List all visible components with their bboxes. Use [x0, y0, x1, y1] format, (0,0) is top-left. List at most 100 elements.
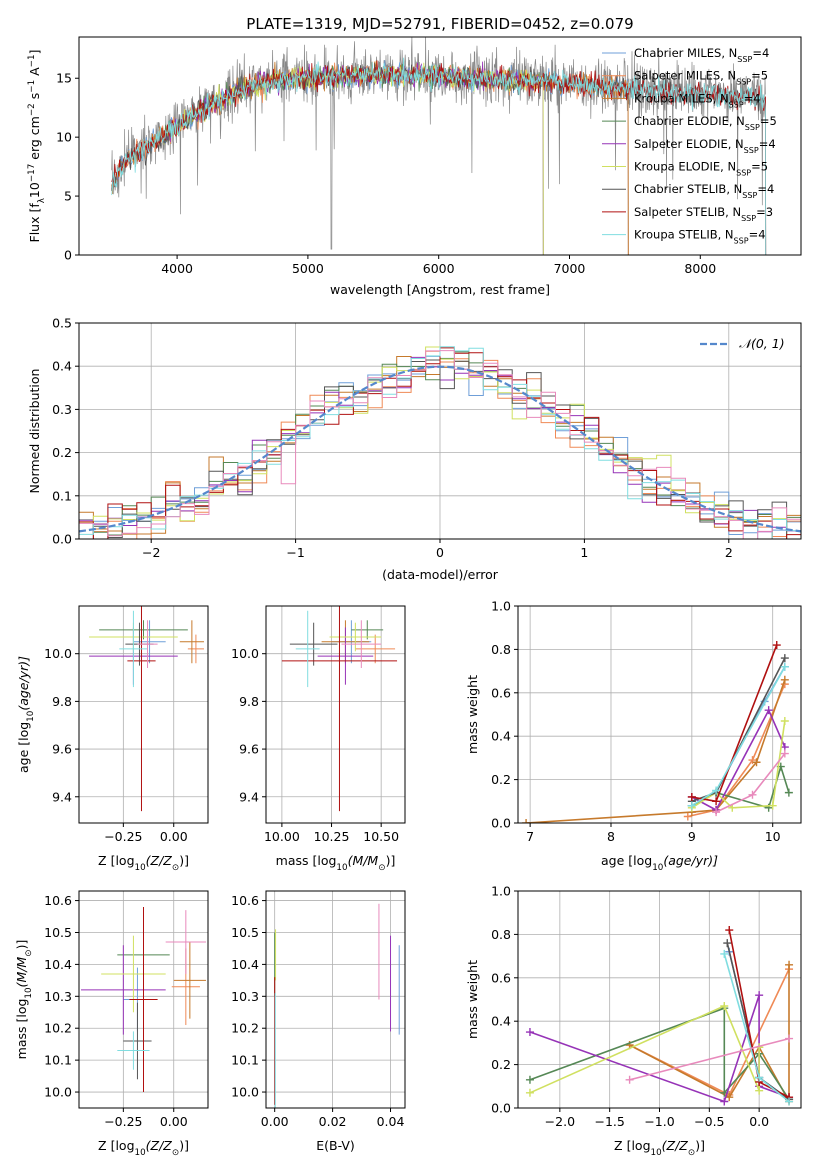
mw_Z-ylabel: mass weight: [465, 960, 480, 1039]
axes-residuals: −2 −1 0 1 2 0.0 0.1 0.2 0.3 0.4 0.5: [52, 316, 802, 560]
plus-marker: [748, 790, 757, 799]
residuals-xlabel: (data-model)/error: [382, 567, 499, 582]
label-part: Flux [f: [27, 203, 42, 243]
label-part: λ: [37, 198, 47, 203]
y-tick-label: 10.3: [44, 989, 72, 1004]
label-part: (age/yr)]: [663, 853, 718, 868]
errorbar-point: [129, 906, 158, 1093]
plus-marker: [780, 654, 789, 663]
label-part: ⊙: [688, 1148, 695, 1158]
x-tick-label: −1.0: [644, 1114, 674, 1129]
label-part: SSP: [737, 55, 752, 64]
label-part: )]: [14, 940, 29, 950]
plot-area: [79, 891, 208, 1108]
plus-marker: [525, 1028, 534, 1037]
y-tick-label: 10.4: [44, 957, 72, 972]
errorbar-point: [351, 620, 384, 640]
errorbar-point: [117, 1031, 150, 1070]
mass-weight-series-5: [691, 720, 786, 809]
y-tick-label: 0.2: [491, 772, 511, 787]
label-part: s: [27, 93, 42, 104]
model-spectrum-6: [111, 63, 767, 255]
y-tick-label: 10.1: [231, 1053, 259, 1068]
plus-marker: [712, 808, 721, 817]
y-tick-label: 10.0: [231, 646, 259, 661]
plus-marker: [785, 1097, 794, 1106]
model-spectrum-8: [111, 57, 767, 255]
plus-marker: [725, 926, 734, 935]
x-tick-label: 0.00: [261, 1114, 289, 1129]
plus-marker: [755, 1073, 764, 1082]
label-part: )]: [179, 853, 189, 868]
y-tick-label: 15: [56, 71, 72, 86]
label-part: Z [log: [98, 853, 134, 868]
plus-marker: [780, 717, 789, 726]
x-tick-label: 7000: [554, 261, 586, 276]
label-part: ⊙: [378, 863, 385, 873]
y-tick-label: 1.0: [491, 599, 511, 614]
plus-marker: [720, 949, 729, 958]
errorbar-point: [179, 620, 204, 664]
y-tick-label: 9.6: [52, 742, 72, 757]
y-tick-label: 0.1: [52, 488, 72, 503]
label-part: (M/M: [348, 853, 379, 868]
residuals-ylabel: Normed distribution: [27, 369, 42, 494]
x-tick-label: 8000: [684, 261, 716, 276]
errorbar-point: [173, 942, 206, 1019]
y-tick-label: 9.6: [239, 742, 259, 757]
y-tick-label: 10: [56, 130, 72, 145]
residuals-legend: 𝒩(0, 1): [739, 336, 785, 351]
label-part: Kroupa ELODIE, N: [634, 160, 736, 174]
label-part: SSP: [742, 191, 757, 200]
label-part: (Z/Z: [146, 1138, 173, 1153]
x-tick-label: −1.5: [594, 1114, 624, 1129]
x-tick-label: 0.02: [319, 1114, 347, 1129]
y-tick-label: 10.6: [44, 893, 72, 908]
axes-mw_age: 7 8 9 10 0.0 0.2 0.4 0.6 0.8 1.0: [491, 599, 802, 844]
mass_Z-ylabel: mass [log10(M/M⊙)]: [14, 940, 34, 1060]
axes-frame: [265, 605, 406, 824]
errorbar-point: [329, 622, 382, 652]
label-part: SSP: [736, 168, 751, 177]
label-part: Z [log: [98, 1138, 134, 1153]
plot-area: [266, 891, 405, 1108]
plus-marker: [525, 1088, 534, 1097]
label-part: Z [log: [614, 1138, 650, 1153]
label-part: SSP: [741, 213, 756, 222]
normal-curve: [79, 365, 801, 533]
y-tick-label: 9.4: [239, 789, 259, 804]
errorbar-point: [295, 610, 320, 688]
label-part: Kroupa STELIB, N: [634, 228, 734, 242]
label-part: −1: [27, 80, 37, 93]
y-tick-label: 10.4: [231, 957, 259, 972]
label-part: SSP: [736, 77, 751, 86]
plus-marker: [748, 756, 757, 765]
legend-entry: Chabrier STELIB, NSSP=4: [634, 182, 774, 200]
axes-frame: [78, 890, 209, 1109]
plus-marker: [764, 706, 773, 715]
x-tick-label: 4000: [161, 261, 193, 276]
plus-marker: [720, 1097, 729, 1106]
plus-marker: [712, 797, 721, 806]
plus-marker: [784, 788, 793, 797]
legend-entry: Kroupa ELODIE, NSSP=5: [634, 160, 768, 178]
x-tick-label: 0.04: [377, 1114, 405, 1129]
label-part: )]: [386, 853, 396, 868]
axes-frame: [517, 605, 802, 824]
y-tick-label: 0.4: [52, 359, 72, 374]
y-tick-label: 0.0: [491, 1101, 511, 1116]
errorbar-point: [99, 620, 188, 640]
legend-entry: Chabrier ELODIE, NSSP=5: [634, 114, 777, 132]
y-tick-label: 0.0: [491, 816, 511, 831]
x-tick-label: 9: [688, 829, 696, 844]
x-tick-label: 10.50: [363, 829, 399, 844]
label-part: (age/yr)]: [16, 656, 31, 711]
spectrum-ylabel: Flux [fλ10−17 erg cm−2 s−1 A−1]: [27, 50, 47, 243]
errorbar-point: [119, 610, 148, 688]
label-part: Salpeter STELIB, N: [634, 205, 741, 219]
axes-frame: [78, 605, 209, 824]
label-part: =4: [749, 228, 766, 242]
label-part: )]: [695, 1138, 705, 1153]
label-part: 10: [24, 987, 34, 998]
